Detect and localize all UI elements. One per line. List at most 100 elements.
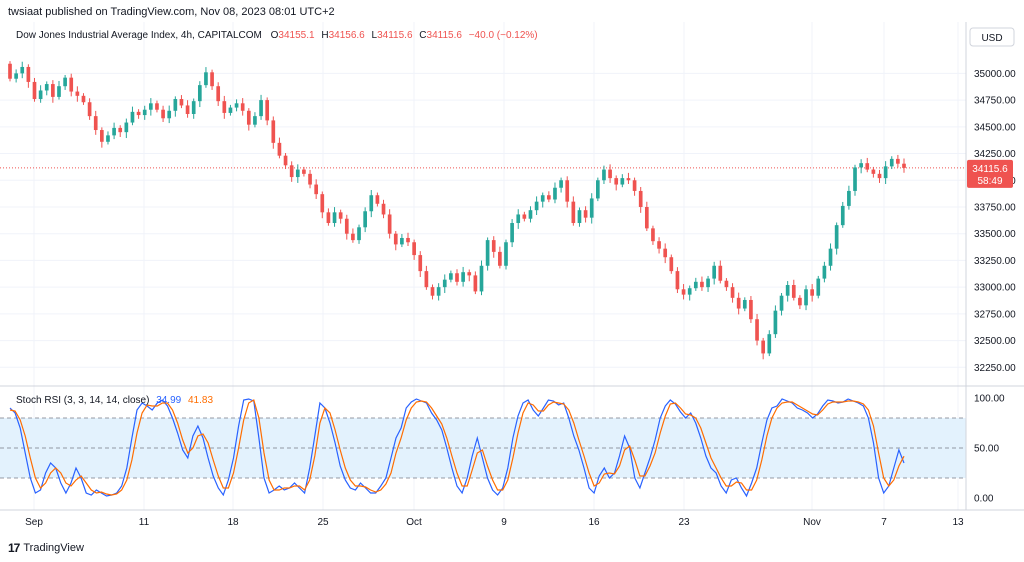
candle-body (804, 289, 808, 306)
x-tick-label: 7 (881, 517, 887, 528)
candle-body (473, 275, 478, 292)
candle-body (620, 178, 625, 185)
rsi-k-line (9, 398, 905, 498)
rsi-y-tick-label: 50.00 (974, 444, 999, 455)
rsi-legend[interactable]: Stoch RSI (3, 3, 14, 14, close) 34.99 41… (16, 395, 213, 406)
candle-body (44, 84, 49, 91)
candle-body (840, 205, 845, 226)
candle-body (479, 265, 484, 292)
x-tick-label: 23 (678, 517, 690, 528)
candle-body (295, 169, 300, 178)
candle-body (681, 289, 686, 295)
candle-body (889, 158, 894, 167)
candle-body (602, 169, 606, 181)
rsi-lines-layer (9, 398, 905, 498)
candle-body (210, 72, 214, 87)
candle-body (326, 212, 331, 224)
y-tick-label: 34250.00 (974, 149, 1016, 160)
candle-body (393, 233, 398, 245)
y-tick-label: 33750.00 (974, 202, 1016, 213)
candle-body (308, 173, 312, 185)
candle-body (375, 195, 380, 204)
candle-body (271, 120, 276, 143)
open-value: 34155.1 (278, 30, 315, 41)
candle-body (148, 103, 153, 110)
candle-body (816, 278, 821, 296)
candle-body (173, 99, 178, 111)
candle-body (265, 100, 270, 121)
y-tick-label: 32250.00 (974, 363, 1016, 374)
y-tick-label: 33000.00 (974, 283, 1016, 294)
candle-body (767, 334, 772, 354)
candle-body (320, 194, 325, 213)
candle-body (810, 289, 814, 296)
countdown-label: 58:49 (977, 176, 1002, 187)
grid-layer (0, 22, 966, 510)
candle-body (798, 297, 802, 306)
rsi-y-tick-label: 0.00 (974, 494, 994, 505)
chart-canvas[interactable]: 35000.0034750.0034500.0034250.0034000.00… (0, 22, 1024, 538)
candle-body (363, 211, 367, 228)
candle-body (436, 287, 441, 296)
candle-body (136, 111, 141, 116)
candle-body (577, 210, 582, 224)
candle-body (246, 110, 251, 125)
y-tick-label: 34750.00 (974, 96, 1016, 107)
x-tick-label: 11 (139, 517, 150, 528)
symbol-title: Dow Jones Industrial Average Index, 4h, … (16, 30, 262, 41)
candle-body (430, 287, 435, 296)
x-tick-label: Oct (406, 517, 422, 528)
candle-body (595, 180, 600, 199)
close-value: 34115.6 (427, 30, 463, 41)
candle-body (191, 101, 196, 114)
low-value: 34115.6 (377, 30, 413, 41)
currency-button[interactable] (969, 27, 1015, 47)
candle-body (632, 180, 637, 191)
candle-body (406, 237, 410, 243)
footer-brand[interactable]: 17 TradingView (8, 541, 84, 555)
candle-body (791, 285, 796, 298)
candle-body (749, 299, 753, 320)
candle-body (614, 178, 619, 185)
candle-body (124, 122, 129, 133)
candle-body (675, 271, 680, 290)
candle-body (491, 240, 496, 252)
x-tick-label: 13 (952, 517, 964, 528)
candle-body (400, 237, 404, 245)
candle-body (687, 288, 692, 295)
symbol-legend[interactable]: Dow Jones Industrial Average Index, 4h, … (16, 30, 538, 41)
candle-body (222, 101, 227, 113)
candle-body (589, 198, 594, 218)
candle-body (559, 180, 563, 188)
candle-layer (8, 61, 906, 360)
candle-body (565, 180, 570, 202)
candle-body (773, 310, 778, 335)
rsi-d-value: 41.83 (188, 395, 213, 406)
candle-body (516, 214, 521, 224)
candle-body (381, 203, 386, 215)
candle-body (87, 102, 92, 117)
candle-body (8, 63, 12, 79)
candle-body (638, 190, 643, 207)
candle-body (93, 116, 98, 131)
candle-body (253, 116, 257, 125)
candle-body (583, 210, 588, 218)
candle-body (467, 272, 472, 276)
x-tick-label: Nov (803, 517, 821, 528)
candle-body (412, 242, 416, 256)
candle-body (859, 163, 863, 168)
candle-body (540, 195, 545, 202)
candle-body (283, 155, 288, 166)
candle-body (130, 111, 135, 123)
candle-body (712, 265, 717, 279)
candle-body (112, 127, 116, 136)
candle-body (865, 163, 870, 170)
candle-body (553, 187, 557, 200)
candle-body (847, 190, 851, 206)
x-tick-label: 25 (317, 517, 329, 528)
candle-body (155, 103, 159, 110)
candle-body (510, 223, 514, 243)
candle-body (718, 265, 723, 281)
candle-body (547, 195, 551, 200)
candle-body (69, 77, 74, 92)
